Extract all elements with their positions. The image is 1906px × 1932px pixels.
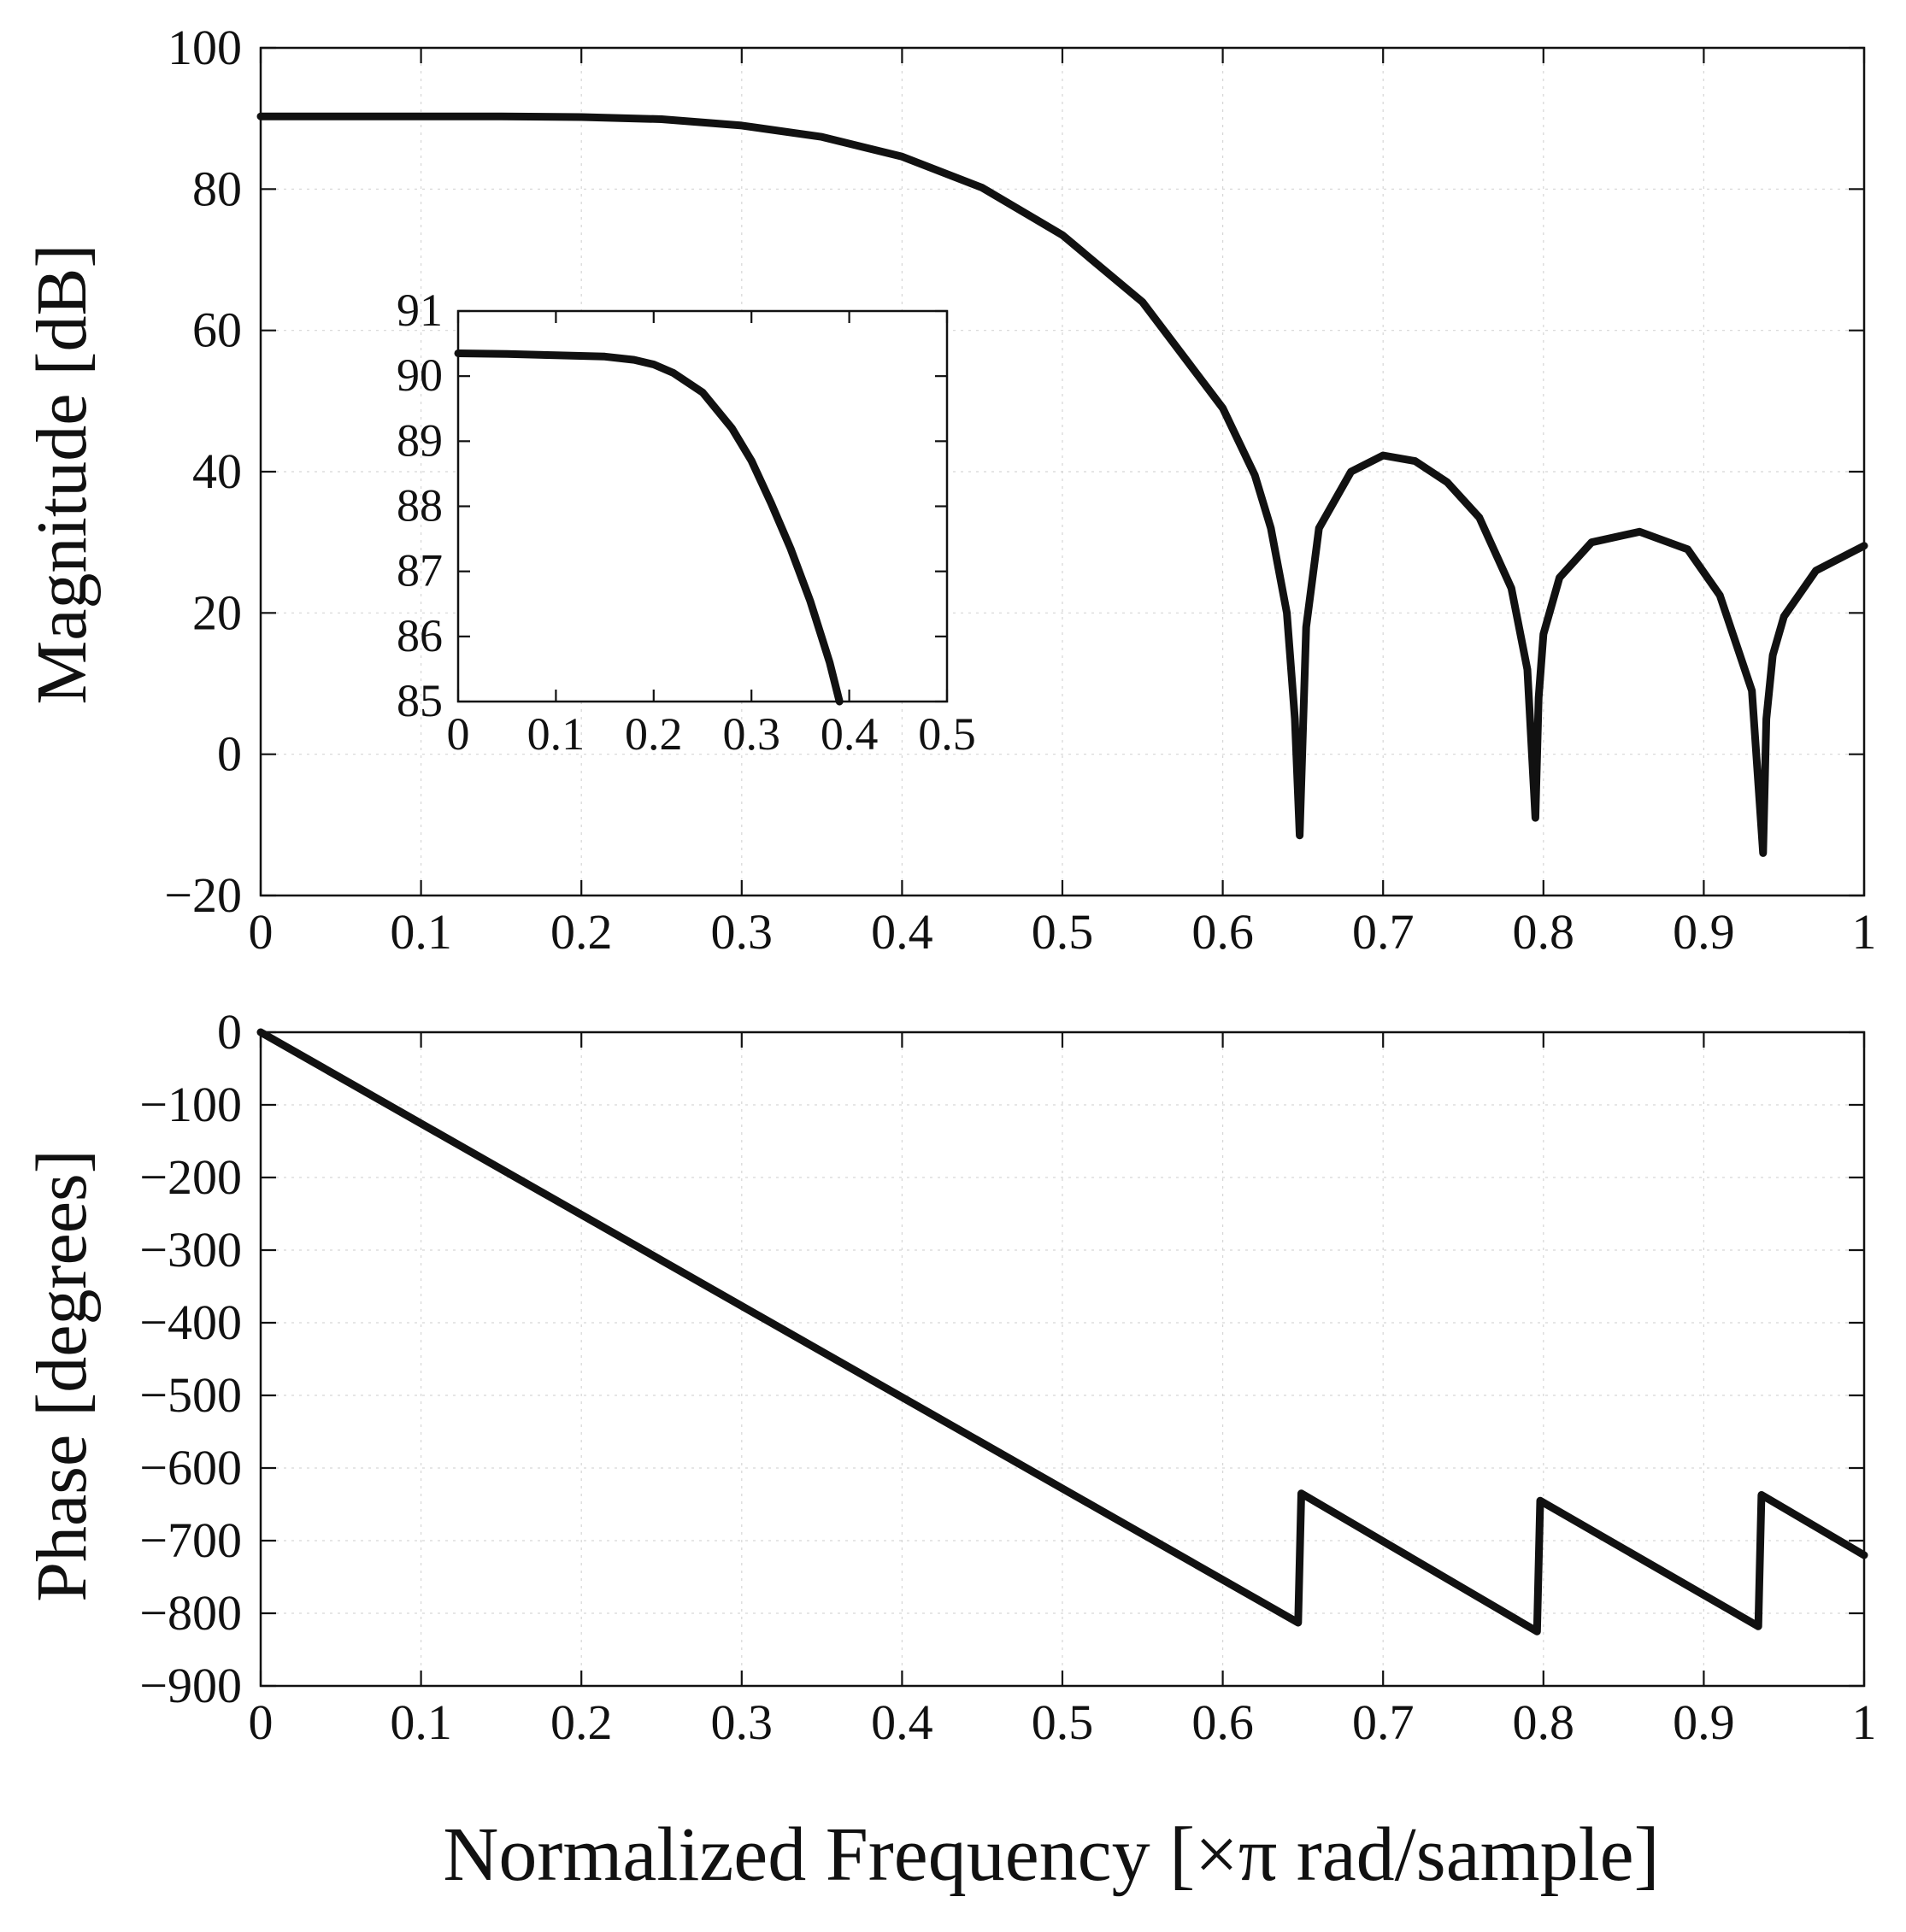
x-tick-label: 0.3 — [722, 708, 780, 760]
y-tick-label: 80 — [192, 161, 242, 216]
x-tick-label: 0.9 — [1673, 1694, 1735, 1750]
magnitude-chart: 0 0.1 0.2 0.3 0.4 0.5 0.6 0.7 0.8 0.9 1−2002040608… — [164, 20, 1876, 960]
y-tick-label: 90 — [397, 349, 443, 401]
x-tick-label: 0.6 — [1191, 1694, 1254, 1750]
y-tick-label: 87 — [397, 545, 443, 596]
y-tick-label: 100 — [168, 20, 242, 75]
x-tick-label: 0.8 — [1513, 1694, 1575, 1750]
x-tick-label: 0.2 — [550, 1694, 613, 1750]
y-tick-label: −300 — [139, 1222, 242, 1277]
x-tick-label: 0.4 — [871, 1694, 933, 1750]
x-tick-label: 0.2 — [625, 708, 683, 760]
x-tick-label: 0.1 — [390, 904, 452, 960]
x-tick-label: 0.9 — [1673, 904, 1735, 960]
x-tick-label: 0 — [249, 1694, 274, 1750]
x-tick-label: 0.5 — [918, 708, 976, 760]
magnitude-series-line — [256, 112, 1868, 857]
x-tick-label: 0 — [249, 904, 274, 960]
x-tick-label: 0.7 — [1352, 1694, 1415, 1750]
y-tick-label: −400 — [139, 1295, 242, 1350]
frequency-xlabel: Normalized Frequency [×π rad/sample] — [443, 1812, 1659, 1897]
y-tick-label: −900 — [139, 1658, 242, 1713]
y-tick-label: −20 — [164, 867, 242, 923]
y-tick-label: 89 — [397, 414, 443, 466]
y-tick-label: −600 — [139, 1440, 242, 1495]
x-tick-label: 0.4 — [821, 708, 879, 760]
inset-background — [458, 311, 947, 702]
magnitude-ylabel: Magnitude [dB] — [22, 244, 102, 705]
x-tick-label: 0.1 — [390, 1694, 452, 1750]
phase-ylabel: Phase [degrees] — [22, 1149, 102, 1601]
x-tick-label: 0.5 — [1032, 1694, 1094, 1750]
magnitude-inset-chart: 0 0.1 0.2 0.3 0.4 0.5 85 86 87 88 89 90 91 — [397, 285, 976, 760]
y-tick-label: −800 — [139, 1585, 242, 1641]
x-tick-label: 0.2 — [550, 904, 613, 960]
y-tick-label: 0 — [217, 726, 242, 782]
x-tick-label: 0.8 — [1513, 904, 1575, 960]
x-tick-label: 1 — [1852, 1694, 1877, 1750]
x-tick-label: 0.1 — [527, 708, 585, 760]
x-tick-label: 0.3 — [711, 904, 774, 960]
y-tick-label: 86 — [397, 610, 443, 661]
y-tick-label: −500 — [139, 1367, 242, 1423]
y-tick-label: 40 — [192, 443, 242, 499]
y-tick-label: −200 — [139, 1149, 242, 1205]
x-tick-label: 0.5 — [1032, 904, 1094, 960]
x-tick-label: 0.6 — [1191, 904, 1254, 960]
y-tick-label: 0 — [217, 1004, 242, 1060]
y-tick-label: 20 — [192, 584, 242, 640]
phase-plot-frame — [259, 1031, 1866, 1688]
x-tick-label: 0.3 — [711, 1694, 774, 1750]
y-tick-label: 88 — [397, 480, 443, 531]
magnitude-inset-series-line — [454, 349, 844, 706]
magnitude-inset-plot-frame — [456, 309, 949, 703]
x-tick-label: 0 — [447, 708, 470, 760]
x-tick-label: 0.7 — [1352, 904, 1415, 960]
phase-series-line — [256, 1028, 1868, 1635]
y-tick-label: 85 — [397, 675, 443, 726]
y-tick-label: 91 — [397, 285, 443, 336]
x-tick-label: 1 — [1852, 904, 1877, 960]
magnitude-plot-frame — [259, 46, 1866, 897]
y-tick-label: −100 — [139, 1077, 242, 1132]
y-tick-label: 60 — [192, 302, 242, 358]
y-tick-label: −700 — [139, 1512, 242, 1568]
phase-chart: 0 0.1 0.2 0.3 0.4 0.5 0.6 0.7 0.8 0.9 1 −900 −800 −70… — [139, 1004, 1876, 1750]
x-tick-label: 0.4 — [871, 904, 933, 960]
